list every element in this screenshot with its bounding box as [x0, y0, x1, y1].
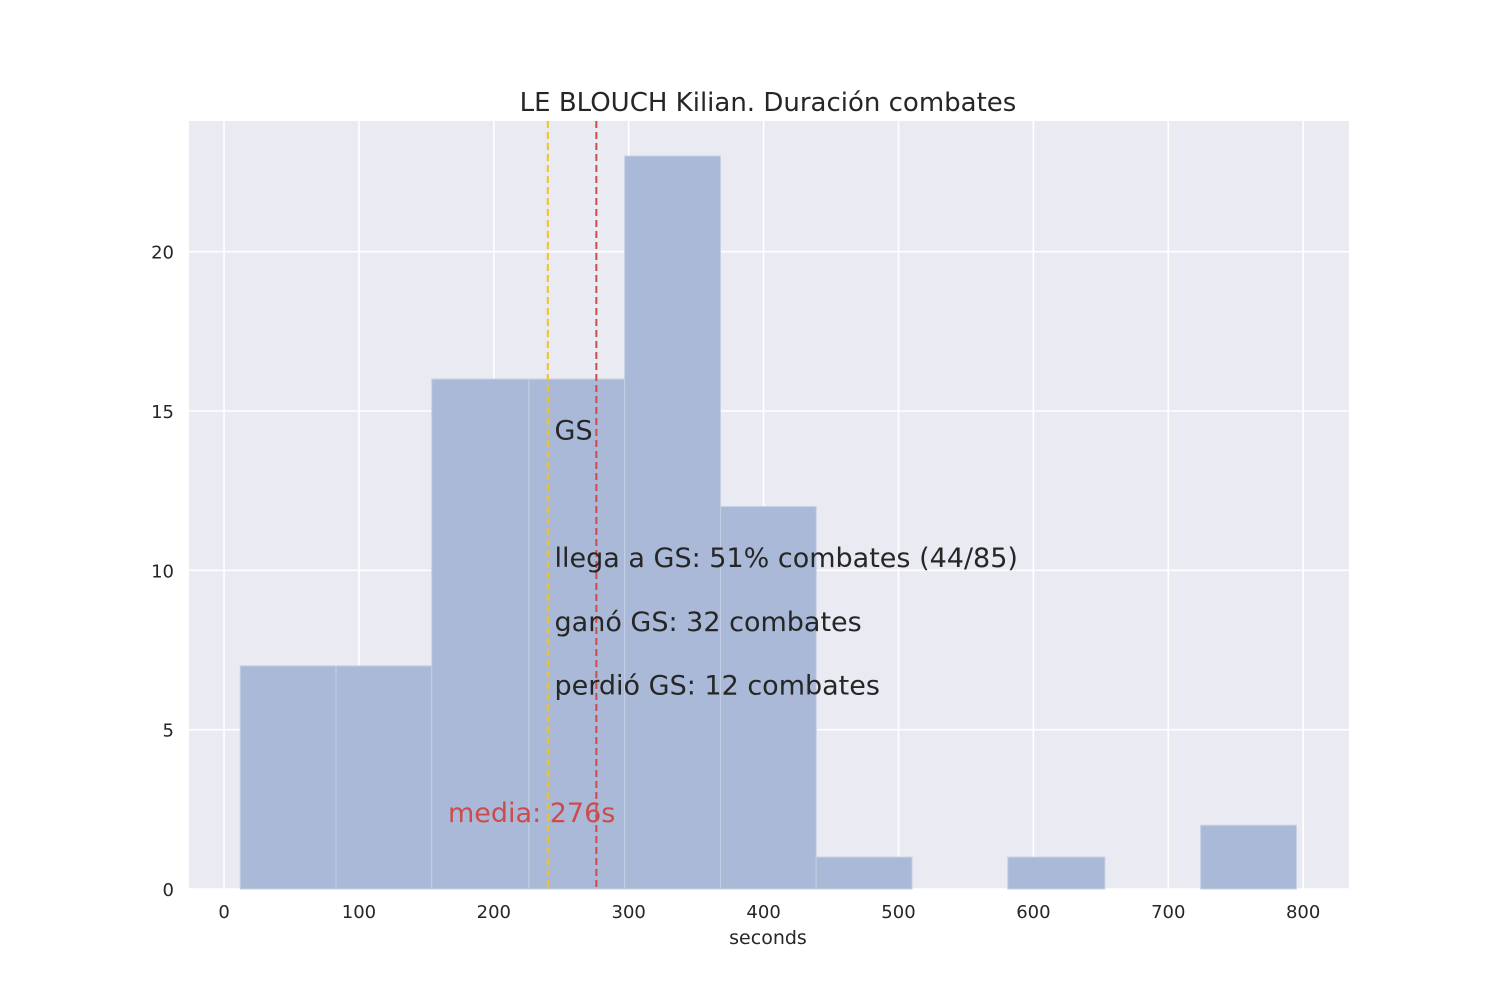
x-tick-label: 100 — [342, 902, 376, 923]
x-axis-title: seconds — [729, 927, 807, 949]
x-tick-label: 200 — [477, 902, 511, 923]
y-tick-label: 20 — [151, 243, 174, 264]
x-tick-label: 300 — [612, 902, 646, 923]
annotation-mean: media: 276s — [448, 798, 615, 829]
histogram-bars — [239, 155, 1297, 890]
annotation-lost-gs: perdió GS: 12 combates — [555, 671, 880, 702]
y-tick-label: 0 — [163, 880, 174, 901]
histogram-bar — [431, 378, 530, 890]
x-axis-ticks: 0 100 200 300 400 500 600 700 800 — [218, 902, 1320, 923]
histogram-bar — [335, 665, 433, 890]
x-tick-label: 500 — [881, 902, 915, 923]
histogram-bar — [1007, 856, 1106, 890]
annotation-reach-gs: llega a GS: 51% combates (44/85) — [555, 543, 1018, 574]
histogram-bar — [1200, 824, 1297, 890]
x-tick-label: 800 — [1286, 902, 1320, 923]
y-tick-label: 5 — [163, 721, 174, 742]
y-tick-label: 10 — [151, 561, 174, 582]
x-tick-label: 600 — [1016, 902, 1050, 923]
x-tick-label: 400 — [746, 902, 780, 923]
histogram-bar — [528, 378, 626, 890]
y-axis-ticks: 0 5 10 15 20 — [151, 243, 174, 901]
reference-lines — [546, 121, 598, 889]
y-tick-label: 15 — [151, 402, 174, 423]
histogram-bar — [624, 155, 721, 890]
histogram-bar — [719, 506, 817, 890]
annotations: GS llega a GS: 51% combates (44/85) ganó… — [448, 416, 1018, 829]
histogram-bar — [815, 856, 913, 890]
annotation-won-gs: ganó GS: 32 combates — [555, 607, 862, 638]
histogram-bar — [239, 665, 337, 890]
chart-title: LE BLOUCH Kilian. Duración combates — [520, 88, 1017, 118]
x-tick-label: 700 — [1151, 902, 1185, 923]
x-tick-label: 0 — [218, 902, 229, 923]
annotation-gs: GS — [555, 416, 593, 447]
